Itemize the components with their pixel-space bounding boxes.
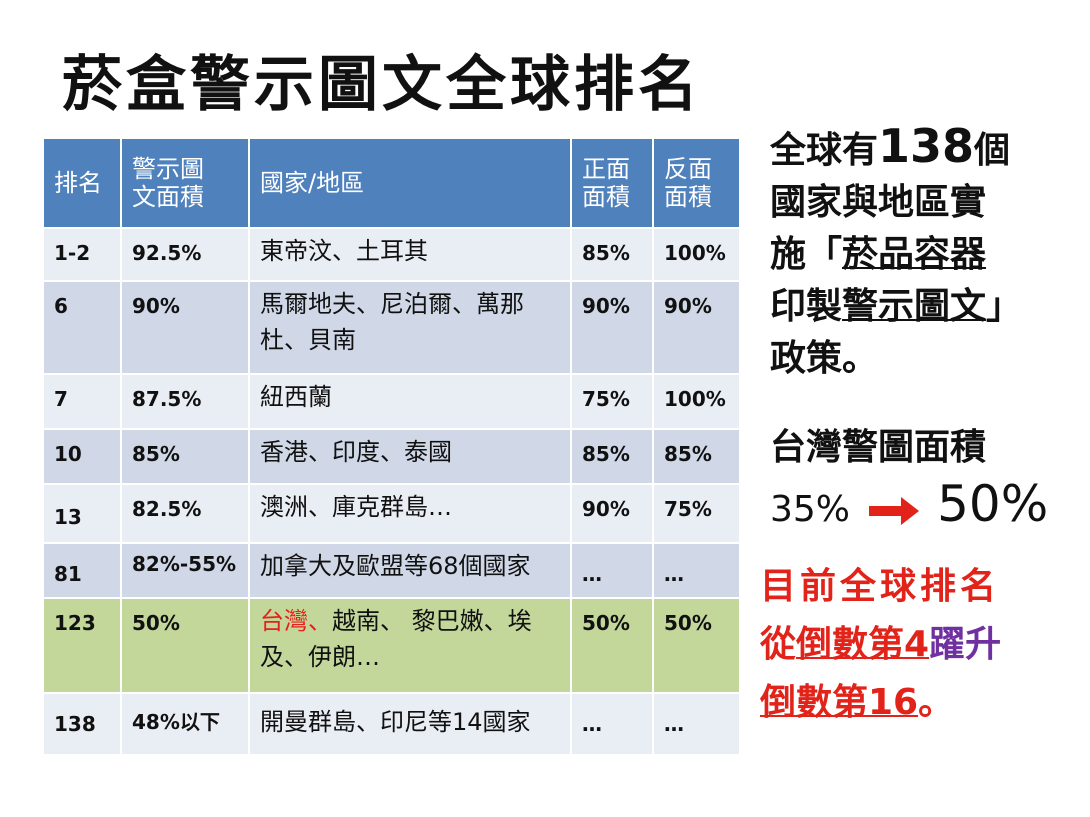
back-cell: 90% [654, 282, 741, 375]
table-row-taiwan: 123 50% 台灣、越南、 黎巴嫩、埃及、伊朗… 50% 50% [44, 599, 741, 694]
taiwan-area-change: 35% 50% [770, 476, 1048, 538]
front-cell: 90% [572, 282, 654, 375]
country-cell: 澳洲、庫克群島… [250, 485, 572, 544]
policy-line-2: 國家與地區實 [770, 182, 987, 223]
country-cell: 紐西蘭 [250, 375, 572, 430]
header-front: 正面 面積 [572, 139, 654, 229]
policy-line-3: 施「菸品容器 [770, 234, 987, 275]
right-arrow-icon [868, 497, 919, 525]
table-row: 1-2 92.5% 東帝汶、土耳其 85% 100% [44, 229, 741, 282]
area-cell: 92.5% [122, 229, 250, 282]
ranking-table: 排名 警示圖 文面積 國家/地區 正面 面積 反面 面積 1-2 92.5% 東帝汶、… [44, 139, 741, 756]
rank-cell: 6 [44, 282, 122, 375]
rank-cell: 81 [44, 544, 122, 599]
back-cell: … [654, 544, 741, 599]
front-cell: … [572, 694, 654, 756]
back-cell: 100% [654, 375, 741, 430]
back-cell: 100% [654, 229, 741, 282]
ranking-note: 目前全球排名 從倒數第4躍升 倒數第16。 [760, 558, 1001, 732]
policy-line-4: 印製警示圖文」 [770, 286, 1023, 327]
rank-cell: 138 [44, 694, 122, 756]
country-cell: 加拿大及歐盟等68個國家 [250, 544, 572, 599]
area-cell: 87.5% [122, 375, 250, 430]
table-header-row: 排名 警示圖 文面積 國家/地區 正面 面積 反面 面積 [44, 139, 741, 229]
rank-cell: 123 [44, 599, 122, 694]
ranking-line-2: 從倒數第4躍升 [760, 624, 1002, 665]
area-cell: 82.5% [122, 485, 250, 544]
rank-cell: 13 [44, 485, 122, 544]
front-cell: … [572, 544, 654, 599]
header-country: 國家/地區 [250, 139, 572, 229]
taiwan-area-note: 台灣警圖面積 35% 50% [770, 420, 1048, 538]
policy-line-1: 全球有138個 [770, 119, 1011, 173]
back-cell: 50% [654, 599, 741, 694]
policy-line-5: 政策。 [770, 338, 879, 379]
header-rank: 排名 [44, 139, 122, 229]
back-cell: 75% [654, 485, 741, 544]
header-back: 反面 面積 [654, 139, 741, 229]
country-cell: 香港、印度、泰國 [250, 430, 572, 485]
country-cell: 馬爾地夫、尼泊爾、萬那杜、貝南 [250, 282, 572, 375]
area-cell: 82%-55% [122, 544, 250, 599]
taiwan-to-value: 50% [937, 475, 1049, 533]
front-cell: 50% [572, 599, 654, 694]
country-cell: 台灣、越南、 黎巴嫩、埃及、伊朗… [250, 599, 572, 694]
ranking-line-3: 倒數第16。 [760, 682, 955, 723]
area-cell: 50% [122, 599, 250, 694]
table-row: 7 87.5% 紐西蘭 75% 100% [44, 375, 741, 430]
rank-cell: 10 [44, 430, 122, 485]
area-cell: 85% [122, 430, 250, 485]
table-row: 13 82.5% 澳洲、庫克群島… 90% 75% [44, 485, 741, 544]
table-row: 81 82%-55% 加拿大及歐盟等68個國家 … … [44, 544, 741, 599]
header-area: 警示圖 文面積 [122, 139, 250, 229]
area-cell: 48%以下 [122, 694, 250, 756]
policy-note: 全球有138個 國家與地區實 施「菸品容器 印製警示圖文」 政策。 [770, 120, 1080, 385]
front-cell: 85% [572, 430, 654, 485]
taiwan-area-label: 台灣警圖面積 [770, 427, 987, 468]
area-cell: 90% [122, 282, 250, 375]
table-row: 6 90% 馬爾地夫、尼泊爾、萬那杜、貝南 90% 90% [44, 282, 741, 375]
table-row: 10 85% 香港、印度、泰國 85% 85% [44, 430, 741, 485]
rank-cell: 1-2 [44, 229, 122, 282]
taiwan-highlight: 台灣、 [260, 607, 332, 635]
page-title: 菸盒警示圖文全球排名 [62, 50, 702, 120]
country-cell: 東帝汶、土耳其 [250, 229, 572, 282]
back-cell: … [654, 694, 741, 756]
table-row: 138 48%以下 開曼群島、印尼等14國家 … … [44, 694, 741, 756]
front-cell: 75% [572, 375, 654, 430]
front-cell: 90% [572, 485, 654, 544]
front-cell: 85% [572, 229, 654, 282]
ranking-line-1: 目前全球排名 [760, 566, 1001, 607]
taiwan-from-value: 35% [770, 489, 851, 530]
country-cell: 開曼群島、印尼等14國家 [250, 694, 572, 756]
back-cell: 85% [654, 430, 741, 485]
rank-cell: 7 [44, 375, 122, 430]
